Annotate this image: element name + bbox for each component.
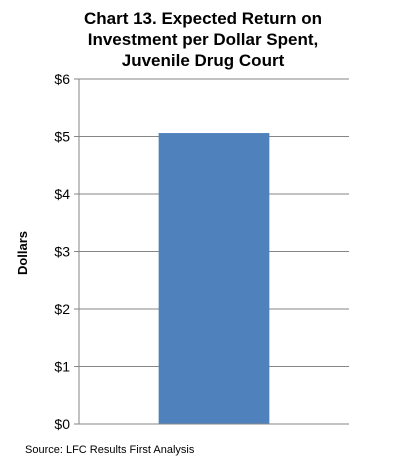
y-tick-label: $4	[54, 186, 70, 202]
chart-title-line-1: Chart 13. Expected Return on	[84, 9, 322, 28]
chart-title-line-2: Investment per Dollar Spent,	[88, 30, 319, 49]
y-tick-label: $5	[54, 129, 70, 145]
y-tick-label: $1	[54, 359, 70, 375]
y-tick-label: $6	[54, 71, 70, 87]
source-note: Source: LFC Results First Analysis	[25, 444, 195, 456]
y-tick-label: $3	[54, 244, 70, 260]
y-axis-title: Dollars	[15, 231, 30, 275]
y-tick-label: $0	[54, 416, 70, 432]
bar	[158, 133, 270, 425]
chart-title-line-3: Juvenile Drug Court	[122, 51, 285, 70]
chart-title: Chart 13. Expected Return on Investment …	[84, 9, 322, 70]
bars	[158, 133, 270, 425]
axes	[74, 78, 349, 425]
y-axis-tick-labels: $0 $1 $2 $3 $4 $5 $6	[54, 71, 70, 432]
y-tick-label: $2	[54, 301, 70, 317]
